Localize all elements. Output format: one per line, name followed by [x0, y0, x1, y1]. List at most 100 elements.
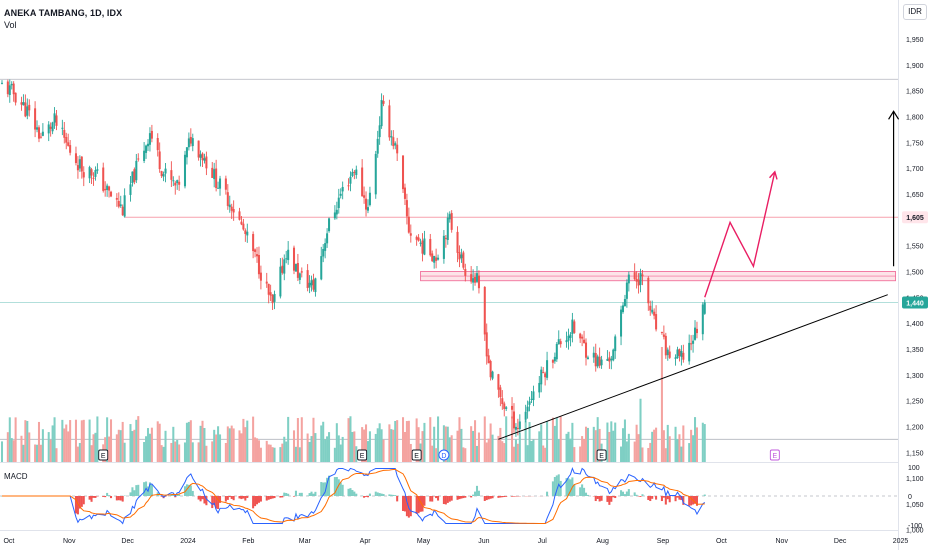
- candle-body: [10, 83, 13, 86]
- candle-body: [314, 278, 317, 293]
- macd-histogram-bar: [283, 492, 286, 496]
- candle-body: [668, 351, 671, 358]
- volume-bar: [361, 427, 364, 462]
- volume-bar: [544, 447, 547, 462]
- y-tick-label: 1,550: [906, 244, 924, 251]
- volume-bar: [581, 436, 584, 462]
- candle-body: [621, 305, 625, 313]
- candle-body: [26, 106, 29, 116]
- x-tick-label: Jul: [538, 538, 547, 545]
- macd-histogram-bar: [191, 490, 194, 496]
- last-price-badge: [902, 296, 928, 309]
- volume-bar: [401, 417, 405, 462]
- volume-bar: [53, 417, 56, 462]
- candle-body: [505, 407, 508, 409]
- candle-body: [123, 195, 126, 217]
- volume-bar: [639, 398, 642, 462]
- volume-bar: [429, 417, 432, 462]
- candle-body: [446, 217, 449, 241]
- macd-histogram-bar: [405, 496, 408, 517]
- macd-histogram-bar: [292, 496, 296, 497]
- macd-histogram-bar: [674, 496, 677, 502]
- candle-body: [183, 154, 187, 187]
- candle-body: [335, 209, 338, 215]
- volume-bar: [133, 429, 136, 462]
- candle-body: [158, 151, 161, 170]
- candle-body: [703, 302, 706, 314]
- volume-bar: [12, 440, 15, 462]
- macd-histogram-bar: [257, 496, 260, 503]
- volume-bar: [131, 431, 134, 462]
- candle-body: [300, 271, 303, 273]
- candle-body: [524, 411, 527, 420]
- candle-body: [197, 140, 200, 158]
- volume-bar: [296, 418, 299, 462]
- y-tick-label: 1,500: [906, 269, 924, 276]
- volume-bar: [368, 431, 371, 462]
- x-tick-label: Nov: [63, 538, 76, 545]
- candle-body: [417, 237, 420, 241]
- candle-body: [623, 298, 626, 307]
- candle-body: [419, 242, 422, 244]
- candle-body: [635, 278, 638, 282]
- candle-body: [292, 247, 296, 271]
- volume-bar: [524, 420, 527, 462]
- candle-body: [682, 352, 685, 360]
- macd-histogram-bar: [472, 494, 475, 496]
- candle-body: [625, 282, 628, 299]
- volume-bar: [333, 447, 336, 462]
- candle-body: [240, 221, 243, 225]
- candle-body: [542, 372, 545, 374]
- currency-button[interactable]: IDR: [903, 4, 927, 20]
- macd-histogram-bar: [421, 496, 424, 512]
- macd-histogram-bar: [419, 496, 422, 512]
- volume-bar: [407, 420, 410, 462]
- candle-body: [448, 214, 451, 220]
- candle-body: [96, 169, 99, 171]
- candle-body: [437, 257, 440, 260]
- macd-histogram-bar: [382, 494, 385, 496]
- volume-bar: [80, 420, 83, 462]
- macd-histogram-bar: [296, 495, 299, 496]
- volume-bar: [497, 435, 500, 462]
- macd-histogram-bar: [211, 496, 214, 509]
- y-tick-label: 1,900: [906, 63, 924, 70]
- macd-histogram-bar: [649, 496, 652, 502]
- macd-histogram-bar: [347, 488, 350, 496]
- macd-histogram-bar: [625, 491, 628, 496]
- volume-bar: [579, 446, 582, 462]
- candle-body: [287, 249, 290, 261]
- candle-body: [614, 336, 617, 352]
- macd-histogram-bar: [662, 496, 665, 498]
- volume-bar: [621, 428, 625, 462]
- macd-histogram-bar: [668, 496, 671, 503]
- volume-bar: [374, 433, 377, 462]
- candle-body: [246, 231, 249, 236]
- candle-body: [444, 237, 447, 239]
- volume-bar: [415, 418, 418, 462]
- macd-histogram-bar: [505, 496, 508, 497]
- volume-bar: [586, 427, 589, 462]
- candle-body: [690, 343, 693, 345]
- macd-histogram-bar: [228, 496, 231, 498]
- macd-histogram-bar: [639, 496, 642, 497]
- candle-body: [651, 309, 654, 313]
- macd-histogram-bar: [178, 494, 181, 496]
- volume-bar: [460, 428, 463, 462]
- macd-histogram-bar: [688, 496, 691, 506]
- y-tick-label: 1,000: [906, 528, 924, 535]
- macd-histogram-bar: [460, 496, 463, 499]
- macd-histogram-bar: [569, 479, 572, 496]
- candle-body: [388, 105, 391, 138]
- volume-bar: [246, 420, 249, 462]
- volume-bar: [442, 425, 445, 462]
- volume-bar: [569, 438, 572, 462]
- x-tick-label: Oct: [3, 538, 14, 545]
- macd-histogram-bar: [368, 493, 371, 496]
- candle-body: [269, 292, 272, 296]
- candle-body: [497, 374, 500, 390]
- volume-bar: [267, 444, 270, 462]
- candle-body: [244, 230, 247, 235]
- volume-bar: [328, 432, 331, 462]
